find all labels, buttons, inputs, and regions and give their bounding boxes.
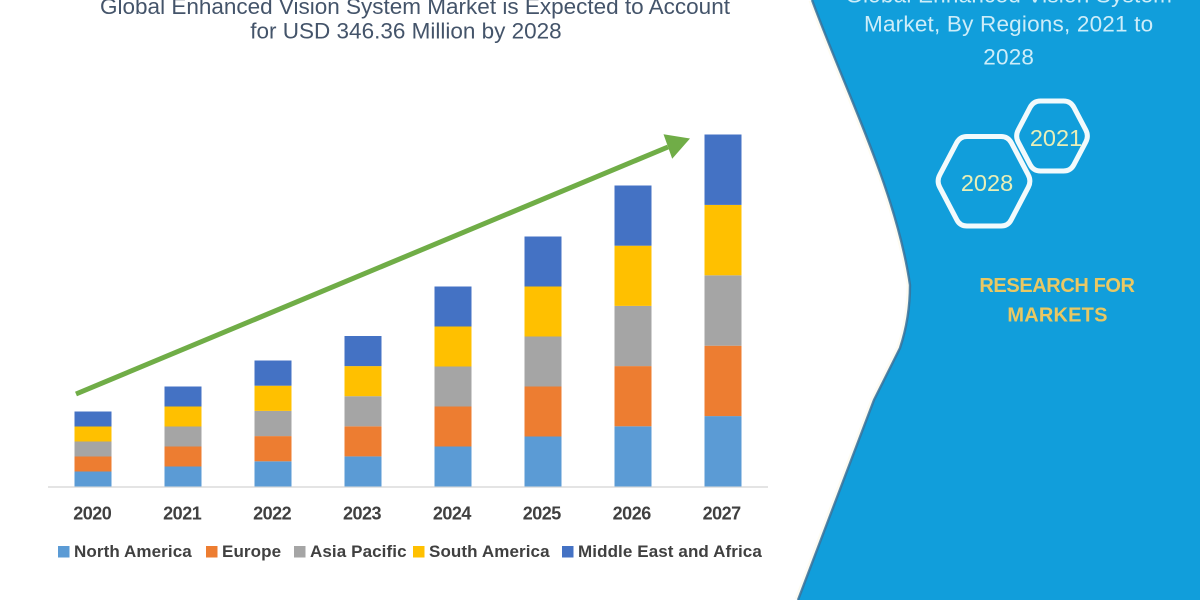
svg-text:2025: 2025 [523, 504, 562, 524]
svg-text:2026: 2026 [613, 504, 652, 524]
svg-text:2028: 2028 [983, 45, 1034, 70]
svg-text:Middle East and Africa: Middle East and Africa [578, 542, 762, 561]
svg-text:2020: 2020 [73, 504, 112, 524]
svg-text:North America: North America [74, 542, 192, 561]
svg-text:2023: 2023 [343, 504, 382, 524]
svg-text:2028: 2028 [961, 170, 1013, 196]
svg-text:Asia Pacific: Asia Pacific [310, 542, 407, 561]
svg-text:2021: 2021 [163, 504, 202, 524]
svg-text:2022: 2022 [253, 504, 292, 524]
svg-text:for USD 346.36 Million by 2028: for USD 346.36 Million by 2028 [250, 19, 561, 44]
svg-text:South America: South America [429, 542, 550, 561]
svg-text:MARKETS: MARKETS [1007, 305, 1107, 327]
svg-text:Global Enhanced Vision System: Global Enhanced Vision System [845, 0, 1172, 8]
svg-text:2027: 2027 [703, 504, 742, 524]
svg-text:2024: 2024 [433, 504, 472, 524]
svg-text:Europe: Europe [222, 542, 281, 561]
svg-text:Market, By Regions, 2021 to: Market, By Regions, 2021 to [864, 12, 1153, 37]
svg-text:Global Enhanced Vision System: Global Enhanced Vision System Market is … [100, 0, 731, 19]
svg-text:2021: 2021 [1030, 125, 1082, 151]
svg-text:RESEARCH FOR: RESEARCH FOR [979, 275, 1135, 297]
